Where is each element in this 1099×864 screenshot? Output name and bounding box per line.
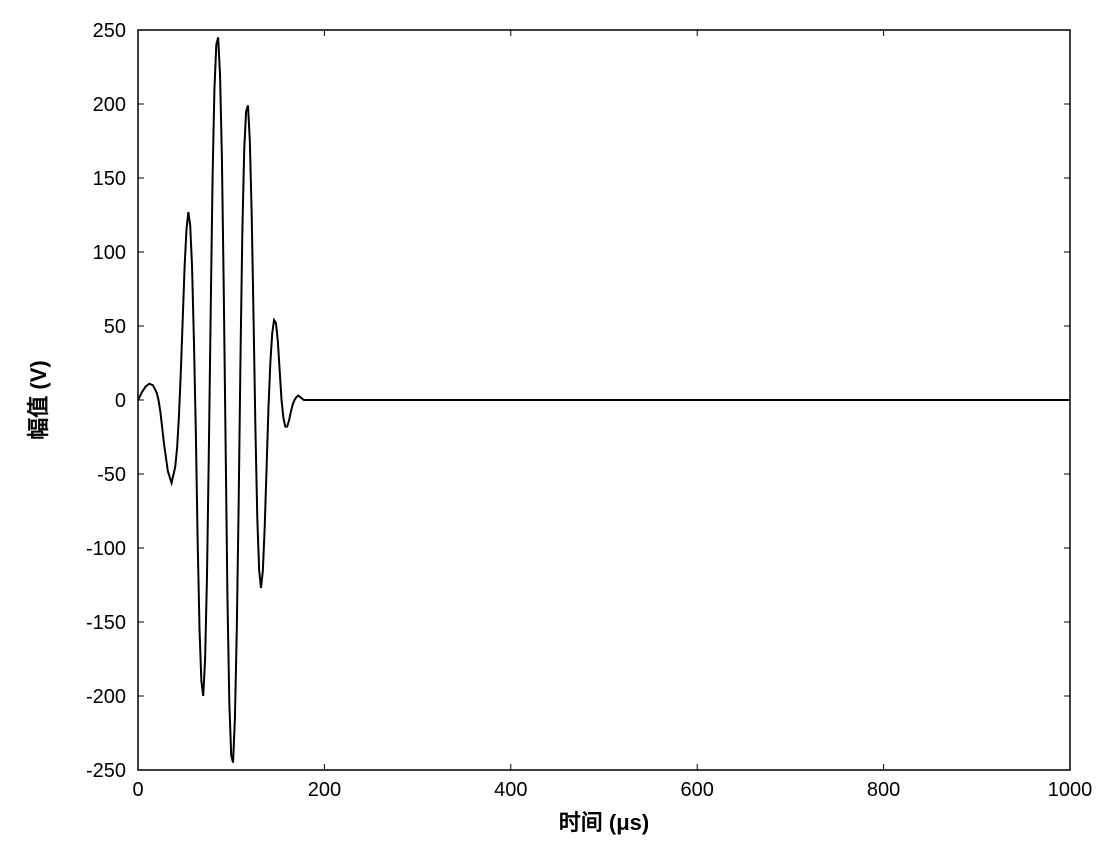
y-tick-label: -50 — [97, 464, 126, 486]
x-tick-label: 0 — [132, 779, 143, 801]
y-tick-label: 150 — [93, 168, 126, 190]
x-tick-label: 200 — [308, 779, 341, 801]
x-tick-label: 800 — [867, 779, 900, 801]
x-tick-label: 600 — [681, 779, 714, 801]
y-tick-label: 50 — [104, 316, 126, 338]
x-axis-label: 时间 (μs) — [559, 810, 649, 835]
waveform-series — [138, 37, 1070, 762]
x-tick-label: 1000 — [1048, 779, 1093, 801]
y-axis-label: 幅值 (V) — [26, 360, 51, 439]
y-tick-label: -250 — [86, 760, 126, 782]
y-tick-label: 200 — [93, 94, 126, 116]
x-tick-label: 400 — [494, 779, 527, 801]
line-chart: 0 200 400 600 800 1000 -250 -200 -150 -100 -50 0 50 1… — [0, 0, 1099, 864]
y-tick-label: -100 — [86, 538, 126, 560]
chart-container: 0 200 400 600 800 1000 -250 -200 -150 -100 -50 0 50 1… — [0, 0, 1099, 864]
y-tick-label: -150 — [86, 612, 126, 634]
y-tick-label: 250 — [93, 20, 126, 42]
y-tick-label: 100 — [93, 242, 126, 264]
y-tick-label: 0 — [115, 390, 126, 412]
y-tick-label: -200 — [86, 686, 126, 708]
